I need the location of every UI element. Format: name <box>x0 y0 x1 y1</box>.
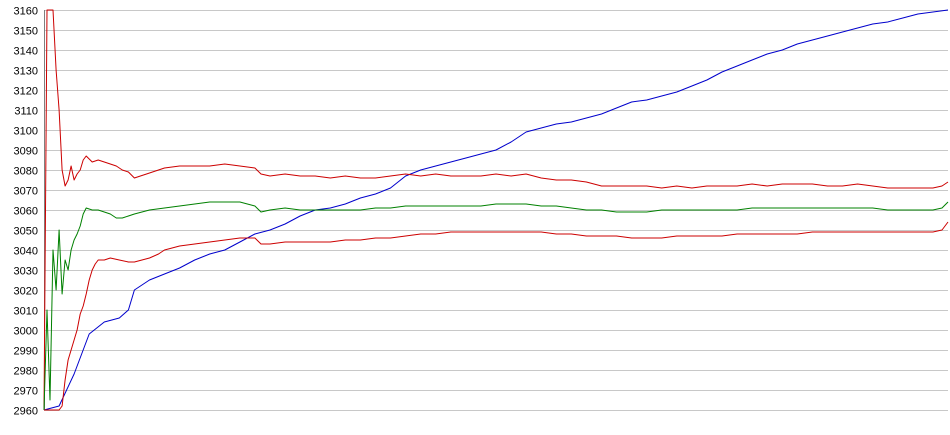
y-tick-label: 2970 <box>14 386 38 398</box>
y-tick-label: 3080 <box>14 166 38 178</box>
y-tick-label: 3040 <box>14 246 38 258</box>
y-tick-label: 3010 <box>14 306 38 318</box>
horizontal-gridlines <box>44 10 948 411</box>
y-tick-label: 3000 <box>14 326 38 338</box>
series-line-1 <box>43 9 949 411</box>
y-tick-label: 3160 <box>14 6 38 18</box>
series-lines <box>43 9 949 411</box>
y-tick-label: 2980 <box>14 366 38 378</box>
y-tick-label: 3100 <box>14 126 38 138</box>
y-tick-label: 3150 <box>14 26 38 38</box>
series-line-4 <box>44 221 949 411</box>
y-axis-tick-labels: 2960 2970 2980 2990 3000 3010 3020 3030 3040 3050… <box>14 6 38 418</box>
y-tick-label: 3140 <box>14 46 38 58</box>
y-tick-label: 2990 <box>14 346 38 358</box>
y-tick-label: 3120 <box>14 86 38 98</box>
y-tick-label: 3050 <box>14 226 38 238</box>
y-tick-label: 3060 <box>14 206 38 218</box>
y-tick-label: 2960 <box>14 406 38 418</box>
y-tick-label: 3020 <box>14 286 38 298</box>
series-line-3 <box>43 201 949 411</box>
y-tick-label: 3090 <box>14 146 38 158</box>
y-tick-label: 3110 <box>14 106 38 118</box>
y-tick-label: 3130 <box>14 66 38 78</box>
y-tick-label: 3030 <box>14 266 38 278</box>
y-tick-label: 3070 <box>14 186 38 198</box>
series-line-2 <box>43 9 949 411</box>
